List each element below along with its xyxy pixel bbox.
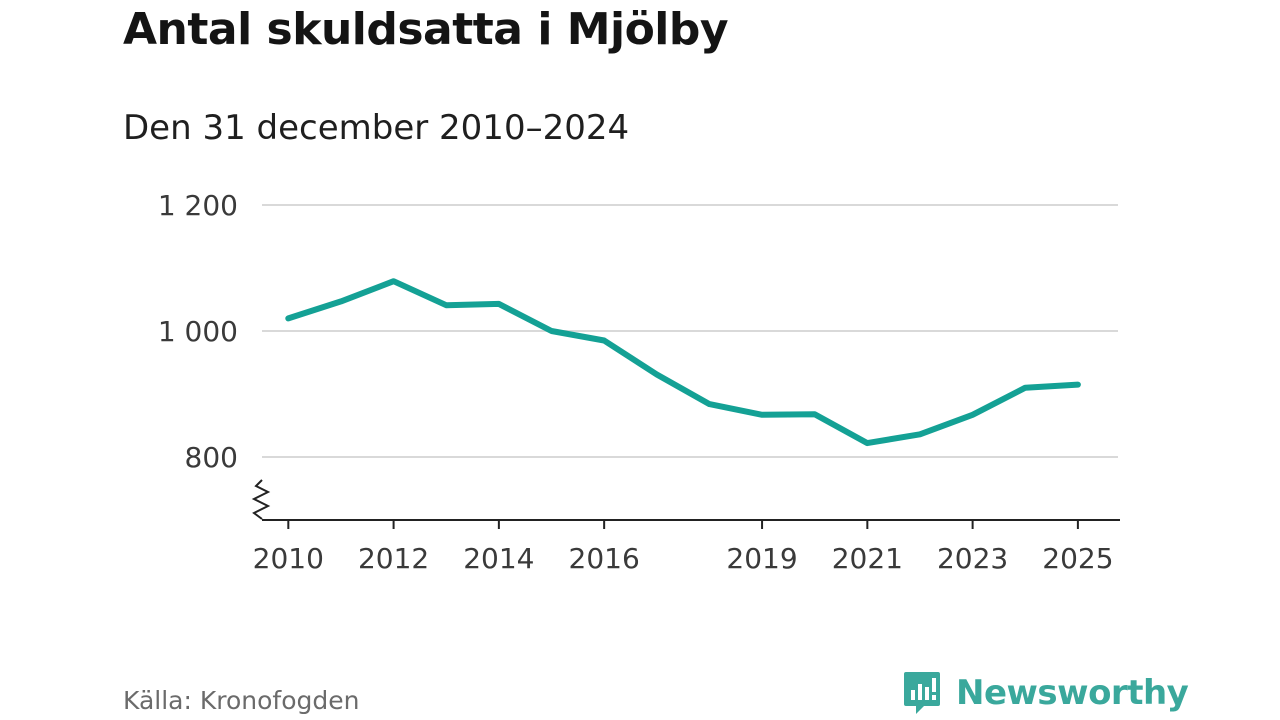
axis-break-icon bbox=[251, 479, 271, 520]
data-point-2017 bbox=[654, 371, 660, 377]
newsworthy-logo-icon bbox=[904, 672, 940, 714]
data-point-2010 bbox=[285, 315, 291, 321]
x-tick-label-2021: 2021 bbox=[832, 542, 903, 575]
data-point-2023 bbox=[970, 412, 976, 418]
y-tick-label-1200: 1 200 bbox=[158, 189, 238, 222]
brand-name: Newsworthy bbox=[956, 673, 1189, 713]
data-point-2014 bbox=[496, 301, 502, 307]
series-line bbox=[285, 278, 1081, 447]
x-tick-label-2023: 2023 bbox=[937, 542, 1008, 575]
source-note: Källa: Kronofogden bbox=[123, 686, 360, 715]
data-point-2020 bbox=[812, 411, 818, 417]
chart-title: Antal skuldsatta i Mjölby bbox=[123, 4, 729, 55]
x-tick-label-2014: 2014 bbox=[463, 542, 534, 575]
x-tick-label-2010: 2010 bbox=[253, 542, 324, 575]
x-axis-ticks: 2010 2012 2014 2016 2019 2021 2023 2025 bbox=[253, 520, 1114, 575]
x-tick-label-2025: 2025 bbox=[1042, 542, 1113, 575]
data-point-2021 bbox=[864, 440, 870, 446]
data-point-2025 bbox=[1075, 382, 1081, 388]
y-tick-label-1000: 1 000 bbox=[158, 315, 238, 348]
data-point-2022 bbox=[917, 431, 923, 437]
data-point-2012 bbox=[391, 278, 397, 284]
data-point-2019 bbox=[759, 412, 765, 418]
chart-subtitle: Den 31 december 2010–2024 bbox=[123, 108, 630, 148]
data-point-2015 bbox=[549, 328, 555, 334]
x-tick-label-2012: 2012 bbox=[358, 542, 429, 575]
newsworthy-logo: Newsworthy bbox=[902, 670, 1189, 716]
y-axis-ticks: 800 1 000 1 200 bbox=[158, 189, 238, 474]
x-tick-label-2019: 2019 bbox=[726, 542, 797, 575]
x-tick-label-2016: 2016 bbox=[569, 542, 640, 575]
data-point-2018 bbox=[706, 401, 712, 407]
series-antal-skuldsatta bbox=[285, 278, 1081, 447]
x-axis bbox=[251, 479, 1120, 521]
data-point-2013 bbox=[443, 302, 449, 308]
gridlines bbox=[262, 204, 1118, 458]
y-tick-label-800: 800 bbox=[185, 441, 238, 474]
data-point-2011 bbox=[338, 298, 344, 304]
data-point-2016 bbox=[601, 337, 607, 343]
data-point-2024 bbox=[1022, 385, 1028, 391]
